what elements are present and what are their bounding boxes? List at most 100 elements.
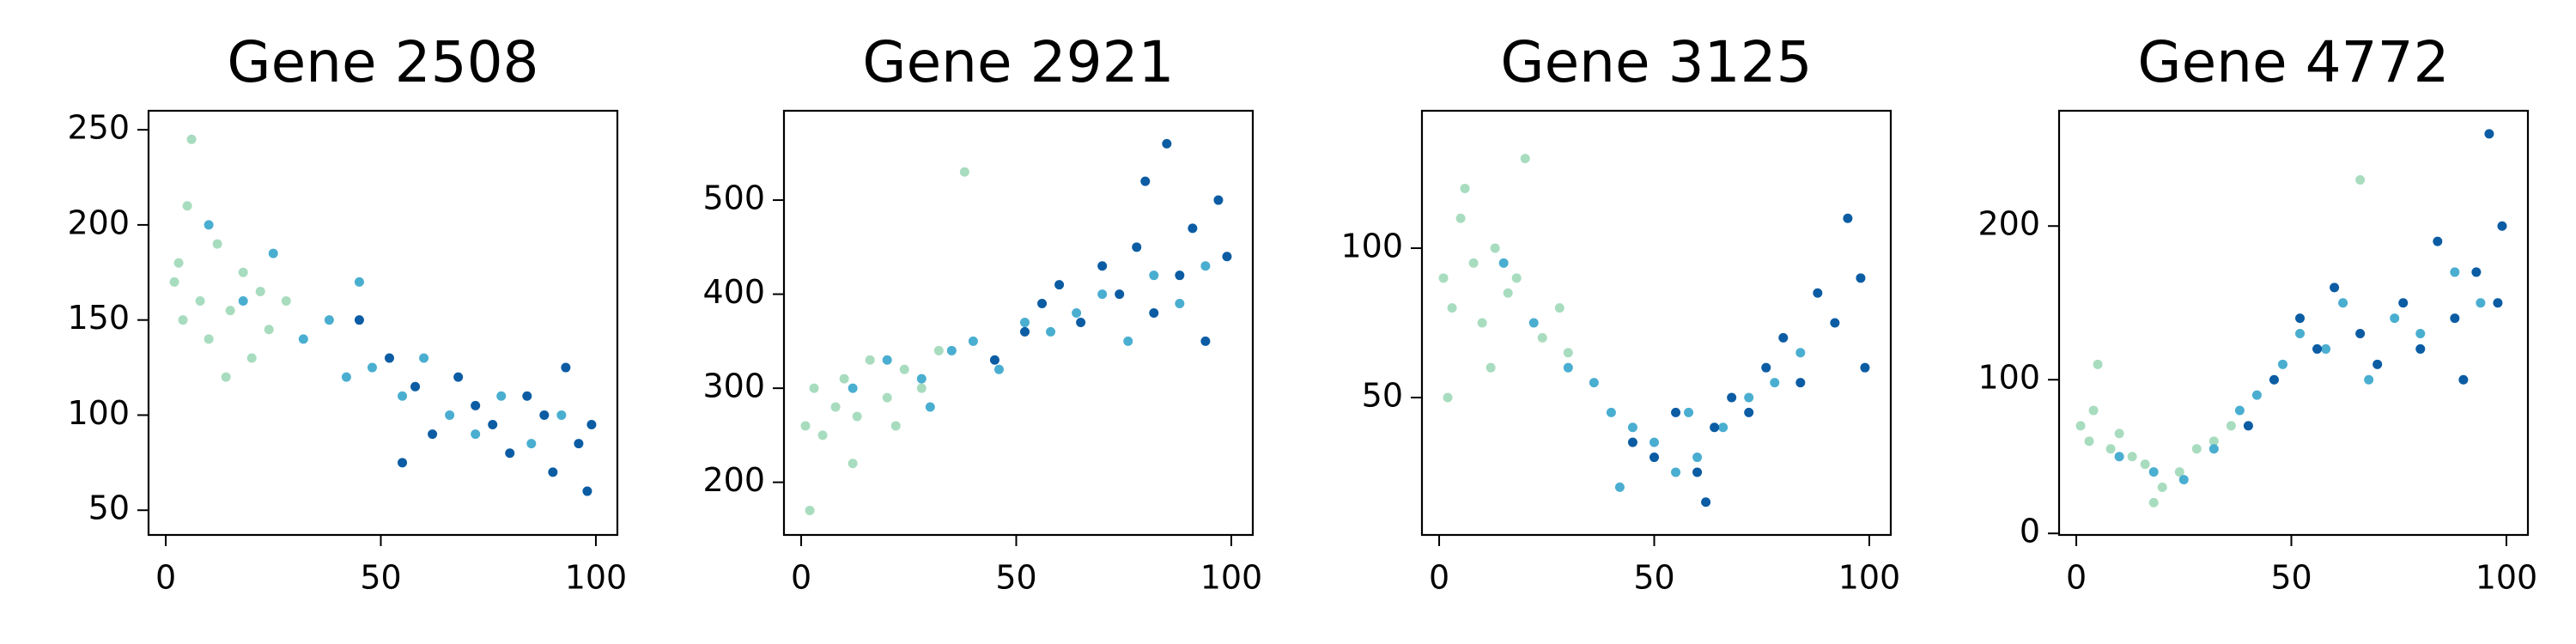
point — [1503, 288, 1513, 298]
point — [1684, 407, 1694, 417]
y-tick-label: 150 — [67, 299, 130, 337]
x-tick-label: 100 — [1200, 559, 1263, 597]
point — [1718, 422, 1728, 433]
point — [1123, 336, 1133, 346]
point — [204, 220, 214, 230]
y-tick-label: 400 — [702, 273, 765, 311]
point — [2114, 428, 2124, 439]
point — [1468, 258, 1479, 268]
point — [225, 306, 235, 316]
point — [1115, 289, 1125, 300]
y-tick-label: 100 — [67, 394, 130, 432]
point — [1455, 213, 1466, 223]
point — [1649, 437, 1659, 447]
point — [264, 325, 274, 335]
point — [1046, 326, 1056, 337]
point — [1485, 362, 1496, 373]
chart-title: Gene 4772 — [2137, 29, 2449, 95]
point — [2338, 298, 2348, 308]
point — [1020, 317, 1030, 327]
point — [2321, 343, 2331, 354]
point — [1511, 273, 1522, 283]
point — [410, 381, 421, 392]
point — [496, 391, 507, 401]
point — [1528, 318, 1539, 328]
point — [993, 364, 1004, 374]
point — [1200, 336, 1211, 346]
point — [1671, 467, 1681, 477]
point — [1097, 289, 1108, 300]
point — [1132, 242, 1142, 252]
point — [1020, 326, 1030, 337]
point — [238, 267, 248, 277]
point — [2458, 374, 2469, 385]
point — [385, 353, 395, 363]
point — [1537, 332, 1547, 343]
point — [1072, 307, 1082, 318]
point — [1149, 307, 1159, 318]
point — [561, 362, 571, 373]
point — [916, 374, 927, 384]
point — [1140, 176, 1151, 186]
point — [817, 430, 828, 440]
point — [471, 429, 481, 440]
point — [2208, 436, 2219, 447]
y-tick-label: 0 — [2020, 513, 2040, 550]
point — [1554, 303, 1564, 313]
point — [2114, 452, 2124, 462]
point — [2471, 267, 2482, 277]
axes-frame — [782, 109, 1255, 537]
point — [1606, 407, 1616, 417]
point — [419, 353, 429, 363]
x-tick-label: 50 — [2270, 559, 2312, 597]
point — [182, 201, 192, 211]
point — [428, 429, 438, 440]
point — [1627, 437, 1637, 447]
point — [2140, 459, 2150, 470]
point — [2178, 475, 2189, 485]
point — [2191, 444, 2202, 454]
point — [186, 134, 197, 144]
y-tick-label: 200 — [67, 204, 130, 241]
point — [1701, 497, 1711, 507]
point — [1589, 378, 1599, 388]
point — [1213, 195, 1224, 205]
point — [2450, 313, 2460, 324]
point — [178, 315, 188, 325]
point — [2390, 313, 2400, 324]
point — [2084, 436, 2094, 447]
point — [800, 421, 811, 431]
point — [2226, 421, 2236, 431]
y-tick-label: 250 — [67, 109, 130, 147]
point — [173, 258, 184, 268]
point — [1770, 378, 1780, 388]
point — [830, 402, 841, 412]
point — [2127, 452, 2137, 462]
point — [471, 400, 481, 410]
point — [169, 276, 179, 287]
point — [1649, 453, 1659, 463]
point — [268, 248, 278, 258]
point — [505, 448, 515, 459]
point — [882, 355, 892, 365]
point — [1563, 362, 1573, 373]
point — [246, 353, 257, 363]
x-tick-label: 0 — [155, 559, 176, 597]
point — [1795, 378, 1806, 388]
point — [2295, 329, 2306, 339]
point — [488, 420, 498, 430]
y-tick-label: 100 — [1978, 359, 2040, 397]
point — [195, 296, 205, 307]
point — [1447, 303, 1457, 313]
point — [586, 420, 597, 430]
point — [2415, 329, 2426, 339]
point — [933, 345, 944, 355]
point — [1856, 273, 1866, 283]
point — [1710, 422, 1720, 433]
y-tick-label: 50 — [1362, 376, 1403, 414]
point — [1727, 392, 1737, 403]
point — [1614, 482, 1625, 492]
point — [916, 383, 927, 393]
point — [2372, 359, 2383, 369]
